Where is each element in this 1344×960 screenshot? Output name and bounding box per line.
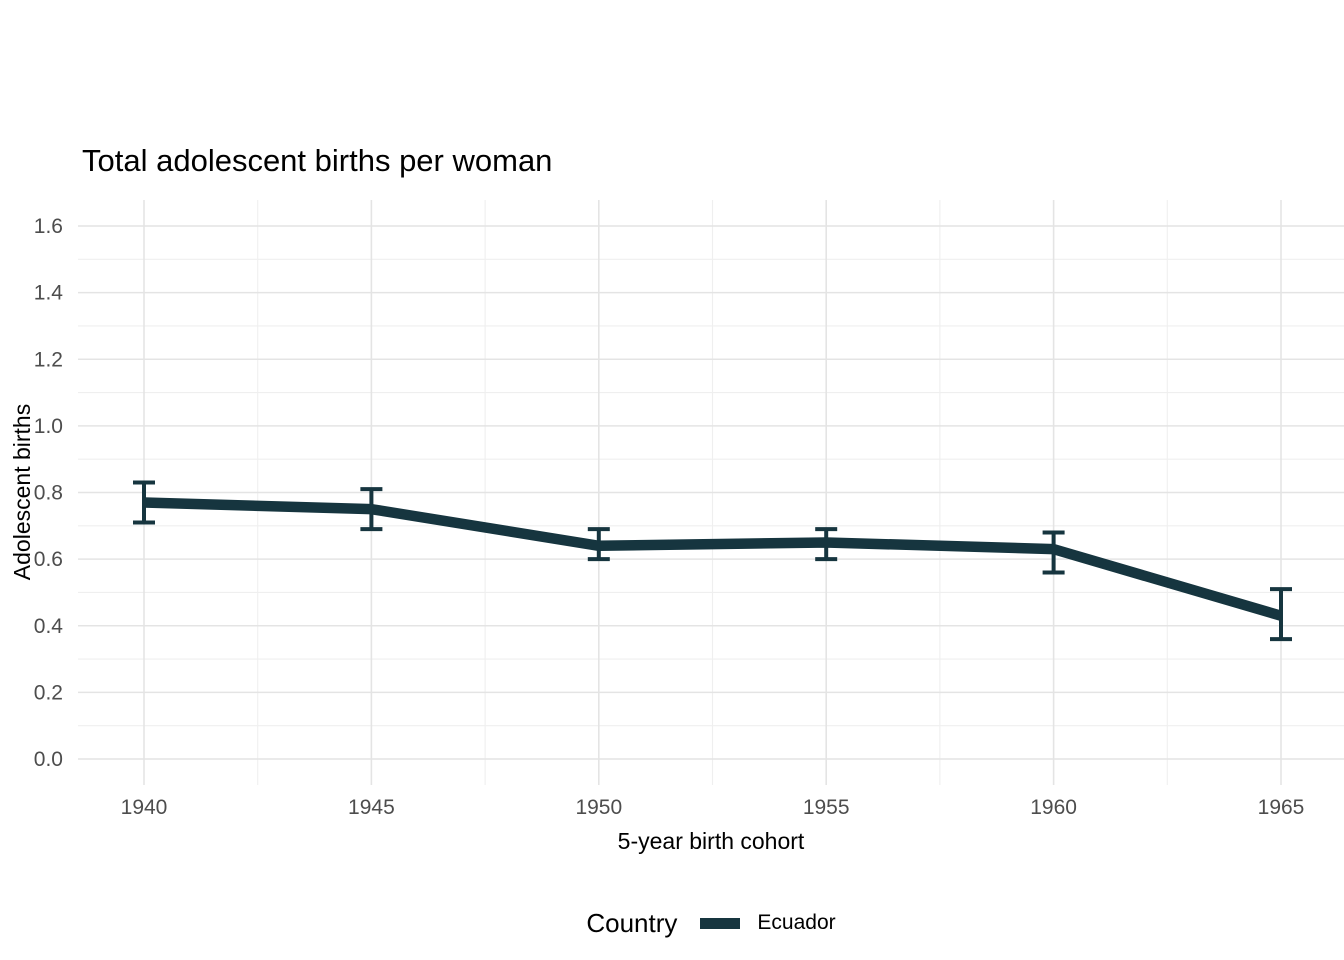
y-tick-label: 0.2 bbox=[34, 681, 63, 704]
x-tick-label: 1940 bbox=[121, 796, 168, 819]
y-tick-label: 1.2 bbox=[34, 348, 63, 371]
x-tick-label: 1950 bbox=[575, 796, 622, 819]
legend-title: Country bbox=[586, 907, 678, 938]
y-tick-label: 0.0 bbox=[34, 748, 63, 771]
x-tick-label: 1965 bbox=[1258, 796, 1305, 819]
legend-key-ecuador: Ecuador bbox=[700, 911, 836, 935]
x-axis-title: 5-year birth cohort bbox=[617, 828, 805, 854]
legend-line-swatch bbox=[700, 917, 741, 929]
y-axis-title: Adolescent births bbox=[9, 403, 35, 581]
y-tick-label: 0.4 bbox=[34, 615, 64, 638]
y-tick-label: 1.4 bbox=[34, 282, 64, 305]
x-tick-label: 1955 bbox=[803, 796, 850, 819]
y-tick-label: 0.8 bbox=[34, 482, 63, 505]
legend: Country Ecuador bbox=[78, 903, 1344, 943]
y-tick-label: 1.0 bbox=[34, 415, 63, 438]
y-tick-label: 0.6 bbox=[34, 548, 63, 571]
x-tick-label: 1945 bbox=[348, 796, 395, 819]
chart-title: Total adolescent births per woman bbox=[82, 143, 553, 178]
series-line-ecuador bbox=[143, 497, 1283, 621]
y-tick-label: 1.6 bbox=[34, 215, 63, 238]
x-tick-label: 1960 bbox=[1030, 796, 1077, 819]
legend-item-label: Ecuador bbox=[757, 911, 836, 934]
